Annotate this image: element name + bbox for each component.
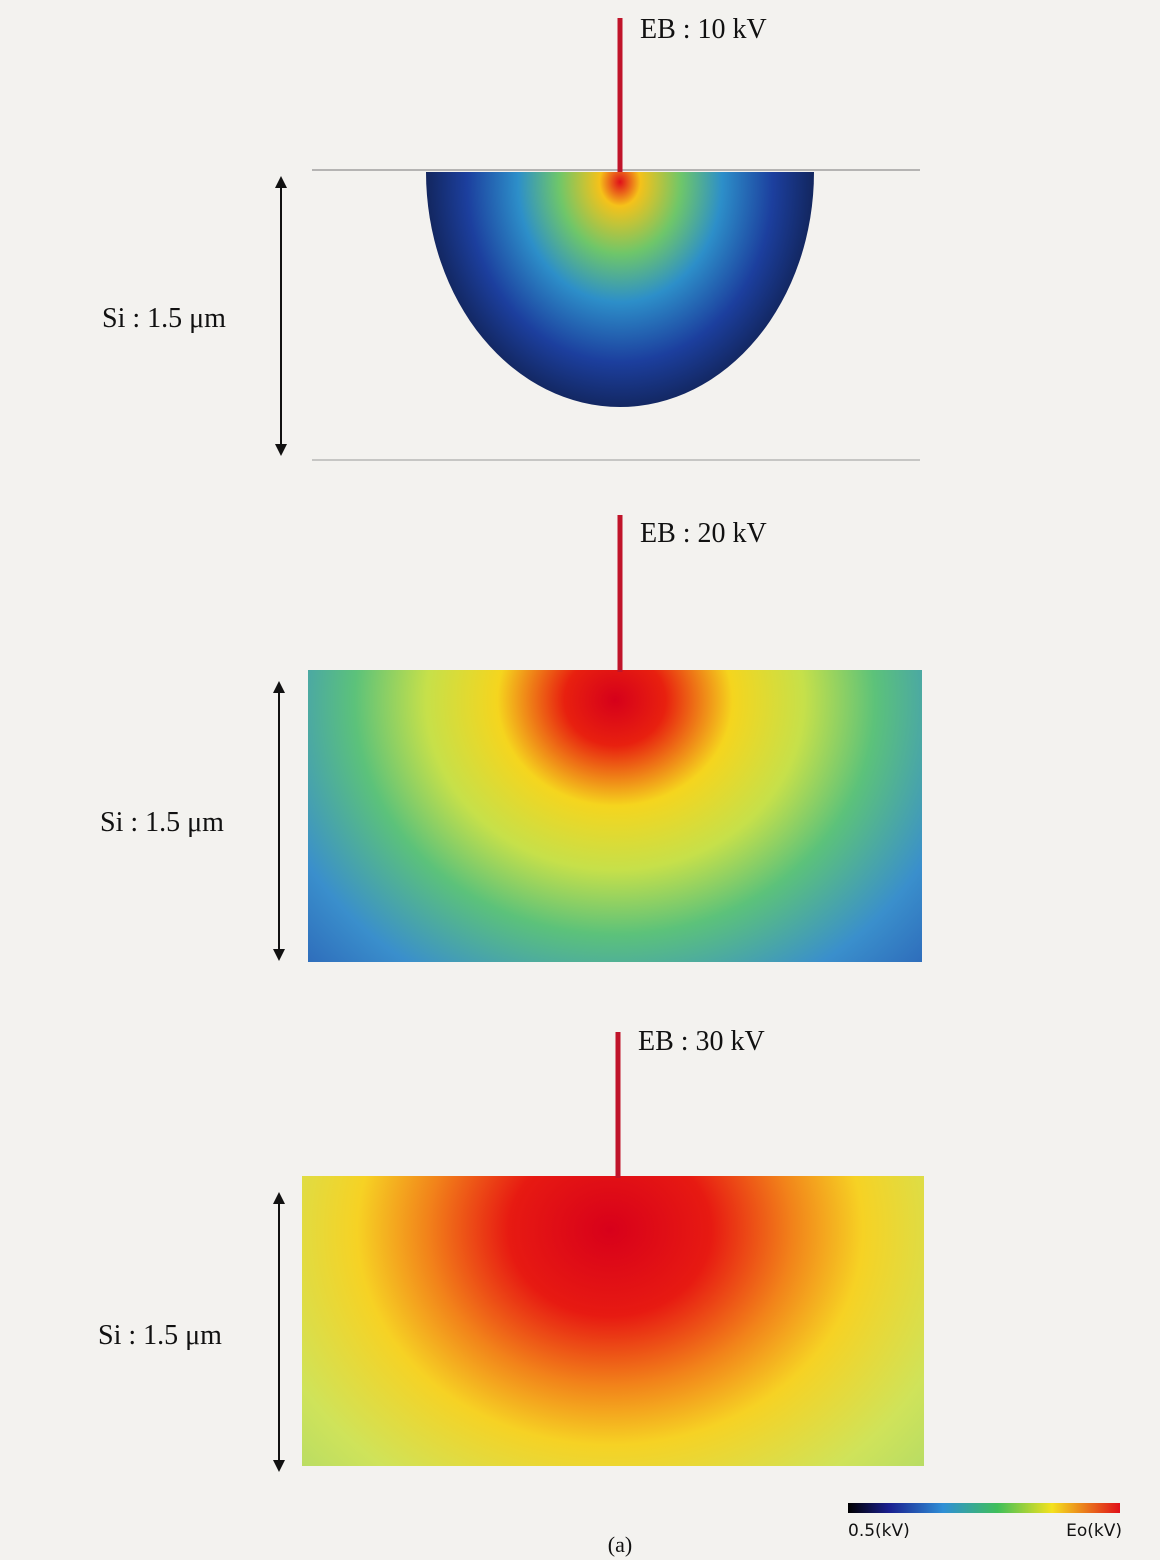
simulation-image [426, 172, 814, 407]
beam-label: EB : 30 kV [638, 1026, 765, 1057]
depth-label: Si : 1.5 μm [100, 807, 224, 838]
beam-label: EB : 10 kV [640, 14, 767, 45]
simulation-image [308, 670, 922, 962]
simulation-image [302, 1176, 924, 1466]
colorbar [848, 1503, 1120, 1513]
caption: (a) [608, 1532, 632, 1557]
colorbar-min-label: 0.5(kV) [848, 1521, 910, 1541]
colorbar-max-label: Eo(kV) [1066, 1521, 1122, 1541]
depth-label: Si : 1.5 μm [102, 303, 226, 334]
beam-label: EB : 20 kV [640, 518, 767, 549]
depth-label: Si : 1.5 μm [98, 1320, 222, 1351]
